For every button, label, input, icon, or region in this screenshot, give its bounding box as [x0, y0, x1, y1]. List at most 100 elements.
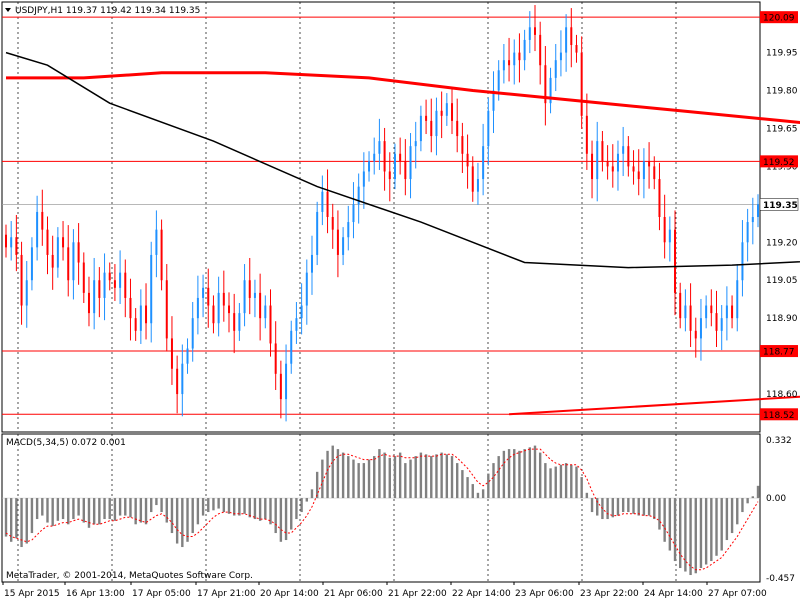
time-label: 17 Apr 21:00: [197, 589, 256, 599]
macd-bar: [9, 498, 13, 542]
candle-body: [134, 318, 137, 331]
candle-body: [373, 153, 376, 162]
candle-body: [736, 280, 739, 319]
macd-bar: [487, 473, 490, 499]
macd-bar: [175, 498, 179, 544]
candle-body: [207, 287, 210, 306]
candle-body: [601, 141, 604, 162]
macd-bar: [642, 498, 646, 516]
macd-bar: [222, 498, 226, 513]
macd-bar: [212, 498, 215, 511]
macd-bar: [103, 498, 106, 520]
macd-bar: [450, 456, 454, 499]
macd-bar: [264, 498, 267, 520]
macd-bar: [51, 498, 54, 527]
macd-bar: [378, 449, 381, 499]
candle-body: [181, 363, 184, 395]
macd-bar: [279, 498, 283, 542]
macd-bar: [575, 466, 578, 499]
macd-bar: [679, 498, 682, 569]
macd-bar: [113, 498, 117, 521]
candle-body: [539, 34, 542, 66]
macd-bar: [559, 464, 563, 499]
macd-bar: [570, 464, 573, 499]
macd-panel-frame: [1, 433, 761, 583]
candle-body: [487, 110, 490, 147]
macd-bar: [347, 456, 350, 499]
candle-body: [476, 179, 479, 192]
macd-bar: [388, 457, 391, 499]
candle-body: [368, 161, 371, 172]
candle-body: [674, 229, 677, 293]
candle-body: [362, 171, 365, 187]
candle-body: [77, 242, 80, 263]
macd-bar: [393, 456, 397, 499]
trendline-1[interactable]: [509, 346, 800, 416]
macd-bar: [35, 498, 39, 520]
candle-body: [445, 103, 448, 116]
level-price-label: 118.52: [763, 411, 795, 421]
macd-bar: [424, 454, 428, 499]
candle-body: [575, 45, 578, 53]
price-tick-label: 118.90: [766, 314, 798, 324]
macd-bar: [336, 449, 340, 499]
macd-bar: [331, 445, 334, 499]
candle-body: [570, 27, 573, 45]
macd-bar: [476, 492, 480, 499]
macd-bar: [684, 498, 687, 572]
dropdown-arrow-icon[interactable]: [5, 8, 11, 12]
candle-body: [51, 254, 54, 268]
candle-body: [528, 27, 531, 40]
candle-body: [217, 292, 220, 324]
macd-bar: [108, 498, 111, 520]
macd-bar: [56, 498, 60, 521]
candle-body: [150, 254, 153, 324]
price-tick-label: 119.50: [766, 162, 798, 172]
moving-average-red: [6, 71, 800, 124]
candle-body: [699, 318, 702, 339]
macd-bar: [352, 459, 355, 499]
macd-bar: [445, 454, 449, 499]
price-tick-label: 119.80: [766, 87, 798, 97]
macd-bar: [715, 498, 718, 556]
candle-body: [269, 305, 272, 344]
candle-body: [129, 297, 132, 319]
candle-body: [757, 204, 759, 217]
macd-axis-label: 0.00: [766, 494, 786, 504]
candle-body: [404, 161, 407, 180]
macd-title: MACD(5,34,5) 0.072 0.001: [6, 438, 126, 448]
macd-bar: [590, 498, 594, 513]
candle-body: [113, 280, 116, 288]
macd-bar: [72, 498, 75, 520]
candle-body: [145, 305, 148, 324]
candle-body: [305, 272, 308, 306]
candle-body: [5, 234, 7, 248]
candle-body: [653, 166, 656, 180]
macd-bar: [544, 463, 547, 499]
candle-body: [191, 318, 194, 349]
time-label: 23 Apr 22:00: [580, 589, 639, 599]
macd-bar: [746, 498, 749, 504]
macd-bar: [196, 498, 200, 525]
candle-body: [253, 292, 256, 298]
macd-bar: [549, 468, 552, 499]
candle-body: [25, 280, 28, 306]
candle-body: [409, 146, 412, 180]
macd-bar: [466, 477, 469, 499]
macd-bar: [139, 498, 143, 523]
candle-body: [285, 363, 288, 400]
candle-body: [393, 153, 396, 180]
macd-bar: [523, 449, 526, 499]
macd-bar: [82, 498, 85, 523]
candle-body: [580, 52, 583, 116]
macd-bar: [284, 498, 288, 541]
candle-body: [176, 368, 179, 395]
macd-bar: [513, 449, 516, 499]
time-label: 24 Apr 14:00: [644, 589, 703, 599]
macd-bar: [741, 498, 744, 513]
macd-bar: [461, 470, 464, 499]
macd-bar: [606, 498, 609, 520]
current-price-label-bg: [759, 198, 799, 211]
candle-body: [715, 313, 718, 331]
